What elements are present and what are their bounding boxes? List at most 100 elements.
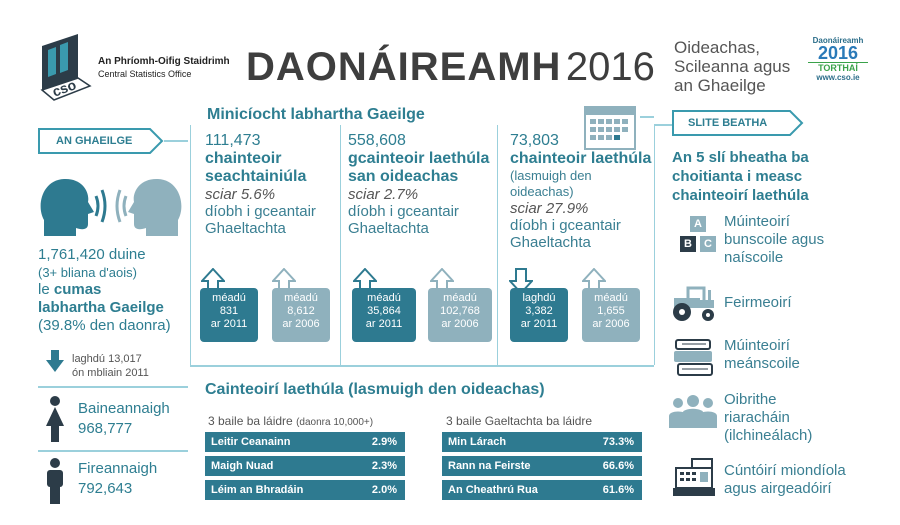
occupation-item: Feirmeoirí	[724, 294, 792, 312]
male-value: 792,643	[78, 480, 133, 497]
down-arrow-icon	[509, 268, 533, 294]
col-number: 73,803	[510, 132, 559, 149]
badge-irish-label: AN GHAEILGE	[56, 135, 133, 147]
change-label: méadú	[367, 292, 401, 304]
change-box: méadú 1,655 ar 2006	[582, 288, 640, 342]
badge-irish: AN GHAEILGE	[38, 128, 164, 154]
town-pct: 61.6%	[602, 484, 634, 496]
frequency-title: Minicíocht labhartha Gaeilge	[207, 106, 425, 123]
town-pct: 2.0%	[371, 484, 397, 496]
change-label: laghdú	[522, 292, 556, 304]
col-bold: chainteoir laethúla	[510, 150, 652, 167]
change-box: méadú 35,864 ar 2011	[352, 288, 416, 342]
ability-prefix: le	[38, 281, 50, 298]
age-note: (3+ bliana d'aois)	[38, 265, 137, 280]
irish-ability-stat: 1,761,420 duine (3+ bliana d'aois) le cu…	[38, 246, 188, 335]
title-main: DAONÁIREAMH	[246, 45, 562, 89]
badge-occupations: SLITE BEATHA	[672, 110, 804, 136]
town-name: Léim an Bhradáin	[211, 484, 304, 496]
ability-line: le cumas	[38, 281, 188, 299]
town-pct: 2.9%	[371, 436, 397, 448]
census-logo-year: 2016	[817, 43, 859, 63]
decrease-line2: ón mbliain 2011	[72, 367, 149, 379]
occ-line: Múinteoirí	[724, 213, 790, 230]
subtitle-line: Oideachas,	[674, 38, 760, 57]
column-divider	[340, 125, 341, 365]
occ-line: naíscoile	[724, 249, 784, 266]
block-a: A	[690, 216, 706, 232]
frequency-col-education: 558,608 gcainteoir laethúla san oideacha…	[348, 132, 496, 237]
census-logo-url: www.cso.ie	[816, 73, 860, 82]
col-desc: Ghaeltachta	[205, 220, 286, 237]
occ-line: bunscoile agus	[724, 231, 825, 248]
change-value: 8,612	[287, 305, 315, 317]
org-name: An Phríomh-Oifig Staidrimh	[98, 56, 230, 67]
col-desc: díobh i gceantair	[348, 203, 459, 220]
town-name: Rann na Feirste	[448, 460, 531, 472]
female-icon	[44, 396, 66, 447]
col-share: sciar 27.9%	[510, 200, 589, 217]
title-year: 2016	[565, 45, 655, 89]
towns-note: (daonra 10,000+)	[296, 417, 374, 428]
badge-arrow-shape	[672, 110, 804, 136]
col-number: 111,473	[205, 132, 261, 149]
abc-blocks-icon: A B C	[678, 216, 720, 256]
col-extra: oideachas)	[510, 184, 574, 199]
col-share: sciar 5.6%	[205, 186, 276, 203]
change-value: 3,382	[525, 305, 553, 317]
col-bold: san oideachas	[348, 168, 459, 185]
cso-logo: cso	[38, 34, 96, 104]
daily-speakers-title: Cainteoirí laethúla (lasmuigh den oideac…	[205, 381, 545, 398]
town-pct: 2.3%	[371, 460, 397, 472]
table-row: Min Lárach 73.3%	[442, 432, 642, 452]
occ-title-line: An 5 slí bheatha ba	[672, 149, 809, 166]
col-extra: (lasmuigh den	[510, 168, 592, 183]
frequency-col-weekly: 111,473 chainteoir seachtainiúla sciar 5…	[205, 132, 339, 237]
col-bold: chainteoir	[205, 150, 282, 167]
change-ref: ar 2011	[365, 318, 403, 330]
books-icon	[672, 338, 716, 383]
change-value: 35,864	[367, 305, 401, 317]
town-pct: 73.3%	[602, 436, 634, 448]
calendar-icon	[584, 104, 636, 155]
occ-line: meánscoile	[724, 355, 800, 372]
ability-bold-2: labhartha Gaeilge	[38, 299, 164, 316]
occupations-title: An 5 slí bheatha ba choitianta i measc c…	[672, 148, 872, 205]
cash-register-icon	[672, 458, 716, 503]
table-row: Léim an Bhradáin 2.0%	[205, 480, 405, 500]
towns-title-text: 3 baile ba láidre	[208, 414, 293, 428]
subtitle-line: Scileanna agus	[674, 57, 791, 76]
subtitle: Oideachas, Scileanna agus an Ghaeilge	[674, 38, 790, 95]
male-icon	[44, 458, 66, 509]
col-number: 558,608	[348, 132, 406, 149]
subtitle-line: an Ghaeilge	[674, 76, 766, 95]
change-value: 1,655	[597, 305, 625, 317]
town-pct: 66.6%	[602, 460, 634, 472]
divider	[38, 450, 188, 452]
occ-line: Oibrithe	[724, 391, 777, 408]
cso-logo-icon	[40, 34, 92, 101]
column-divider	[654, 125, 655, 365]
change-box: méadú 831 ar 2011	[200, 288, 258, 342]
occ-line: Cúntóirí miondíola	[724, 462, 846, 479]
change-label: méadú	[212, 292, 246, 304]
divider	[190, 365, 654, 367]
towns-title: 3 baile ba láidre (daonra 10,000+)	[208, 414, 373, 428]
occ-line: (ilchineálach)	[724, 427, 813, 444]
male-label: Fireannaigh	[78, 460, 158, 477]
people-group-icon	[668, 394, 718, 435]
change-box: méadú 8,612 ar 2006	[272, 288, 330, 342]
divider	[640, 116, 654, 118]
column-divider	[190, 125, 191, 365]
ability-bold: cumas	[53, 281, 102, 298]
occ-line: Feirmeoirí	[724, 294, 792, 311]
census-logo-results: TORTHAÍ	[808, 62, 868, 73]
female-value: 968,777	[78, 420, 133, 437]
change-ref: ar 2011	[520, 318, 558, 330]
occ-line: riaracháin	[724, 409, 790, 426]
change-ref: ar 2006	[282, 318, 320, 330]
decrease-line1: laghdú 13,017	[72, 353, 142, 365]
block-b: B	[680, 236, 696, 252]
col-desc: Ghaeltachta	[510, 234, 591, 251]
change-label: méadú	[284, 292, 318, 304]
